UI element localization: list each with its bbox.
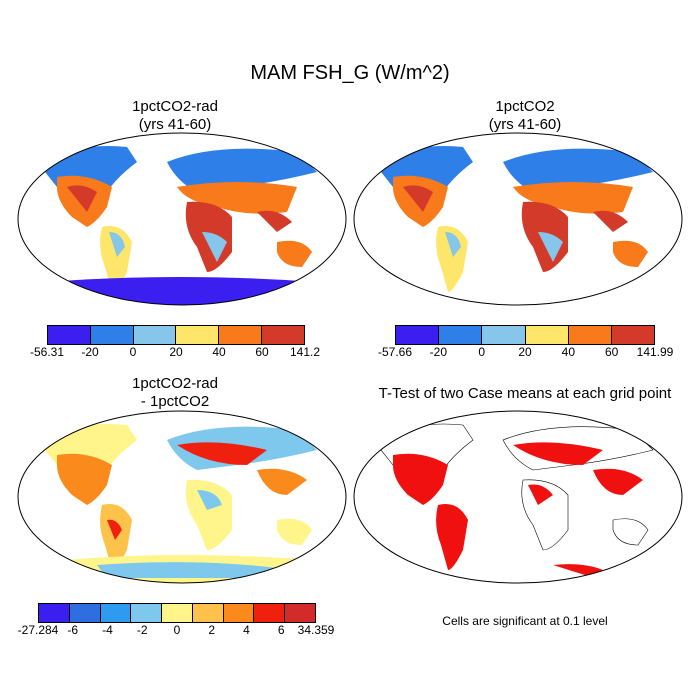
colorbar-swatch	[611, 326, 655, 344]
panel3-title-line1: 1pctCO2-rad	[132, 375, 218, 392]
map-panel-1pctco2	[353, 132, 683, 307]
colorbar-tick-label: 6	[277, 623, 285, 637]
significance-note: Cells are significant at 0.1 level	[442, 614, 608, 628]
colorbar-swatch	[133, 326, 177, 344]
colorbar-swatch	[262, 326, 304, 344]
colorbar-tick-label: 0	[478, 345, 485, 359]
colorbar-tick-label: 60	[255, 345, 269, 359]
colorbar-swatch	[162, 604, 193, 622]
colorbar-2: -57.66 -20 0 20 40 60 141.99	[378, 325, 673, 361]
map-panel-1pctco2-rad	[17, 132, 347, 307]
colorbar-swatch	[396, 326, 440, 344]
colorbar-2-swatches	[395, 325, 655, 345]
colorbar-tick-label: 20	[518, 345, 532, 359]
panel4-title: T-Test of two Case means at each grid po…	[378, 385, 672, 402]
panel2-title-line1: 1pctCO2	[495, 98, 555, 115]
figure-title: MAM FSH_G (W/m^2)	[250, 62, 450, 84]
colorbar-swatch	[568, 326, 612, 344]
colorbar-tick-label: 40	[212, 345, 226, 359]
colorbar-1-swatches	[47, 325, 305, 345]
colorbar-3-swatches	[38, 603, 316, 623]
colorbar-swatch	[254, 604, 286, 622]
colorbar-swatch	[525, 326, 569, 344]
colorbar-tick-label: 0	[129, 345, 137, 359]
map-panel-difference	[17, 410, 347, 585]
map-panel-ttest	[353, 410, 683, 585]
colorbar-1-ticks: -56.31 -20 0 20 40 60 141.2	[30, 345, 320, 361]
colorbar-tick-label: 40	[561, 345, 576, 359]
colorbar-swatch	[100, 604, 132, 622]
colorbar-swatch	[131, 604, 163, 622]
colorbar-tick-label: -2	[136, 623, 148, 637]
panel3-title-line2: - 1pctCO2	[140, 393, 210, 410]
colorbar-swatch	[176, 326, 220, 344]
colorbar-tick-label: -4	[102, 623, 113, 637]
colorbar-swatch	[285, 604, 316, 622]
colorbar-tick-label: 60	[604, 345, 619, 359]
colorbar-swatch	[90, 326, 134, 344]
colorbar-tick-label: 141.2	[289, 345, 321, 359]
colorbar-tick-label: 4	[243, 623, 250, 637]
colorbar-swatch	[192, 604, 224, 622]
colorbar-tick-label: 20	[169, 345, 183, 359]
panel3-title: 1pctCO2-rad - 1pctCO2	[15, 375, 335, 411]
colorbar-3-ticks: -27.284 -6 -4 -2 0 2 4 6 34.359	[18, 623, 335, 639]
colorbar-swatch	[439, 326, 483, 344]
colorbar-swatch	[223, 604, 255, 622]
colorbar-swatch	[482, 326, 526, 344]
colorbar-tick-label: -20	[429, 345, 447, 359]
panel2-title: 1pctCO2 (yrs 41-60)	[365, 98, 685, 134]
colorbar-tick-label: -6	[67, 623, 79, 637]
panel2-title-line2: (yrs 41-60)	[488, 116, 562, 133]
colorbar-swatch	[69, 604, 101, 622]
colorbar-swatch	[48, 326, 91, 344]
colorbar-tick-label: -27.284	[17, 623, 59, 637]
colorbar-2-ticks: -57.66 -20 0 20 40 60 141.99	[378, 345, 673, 361]
colorbar-swatch	[39, 604, 70, 622]
colorbar-tick-label: -56.31	[29, 345, 65, 359]
colorbar-tick-label: -57.66	[377, 345, 413, 359]
panel1-title: 1pctCO2-rad (yrs 41-60)	[15, 98, 335, 134]
panel1-title-line1: 1pctCO2-rad	[132, 98, 218, 115]
colorbar-tick-label: 141.99	[636, 345, 674, 359]
colorbar-tick-label: 0	[173, 623, 181, 637]
colorbar-tick-label: 2	[208, 623, 216, 637]
colorbar-tick-label: 34.359	[297, 623, 335, 637]
colorbar-3: -27.284 -6 -4 -2 0 2 4 6 34.359	[18, 603, 335, 639]
colorbar-swatch	[219, 326, 263, 344]
panel1-title-line2: (yrs 41-60)	[138, 116, 212, 133]
colorbar-tick-label: -20	[81, 345, 99, 359]
colorbar-1: -56.31 -20 0 20 40 60 141.2	[30, 325, 320, 361]
